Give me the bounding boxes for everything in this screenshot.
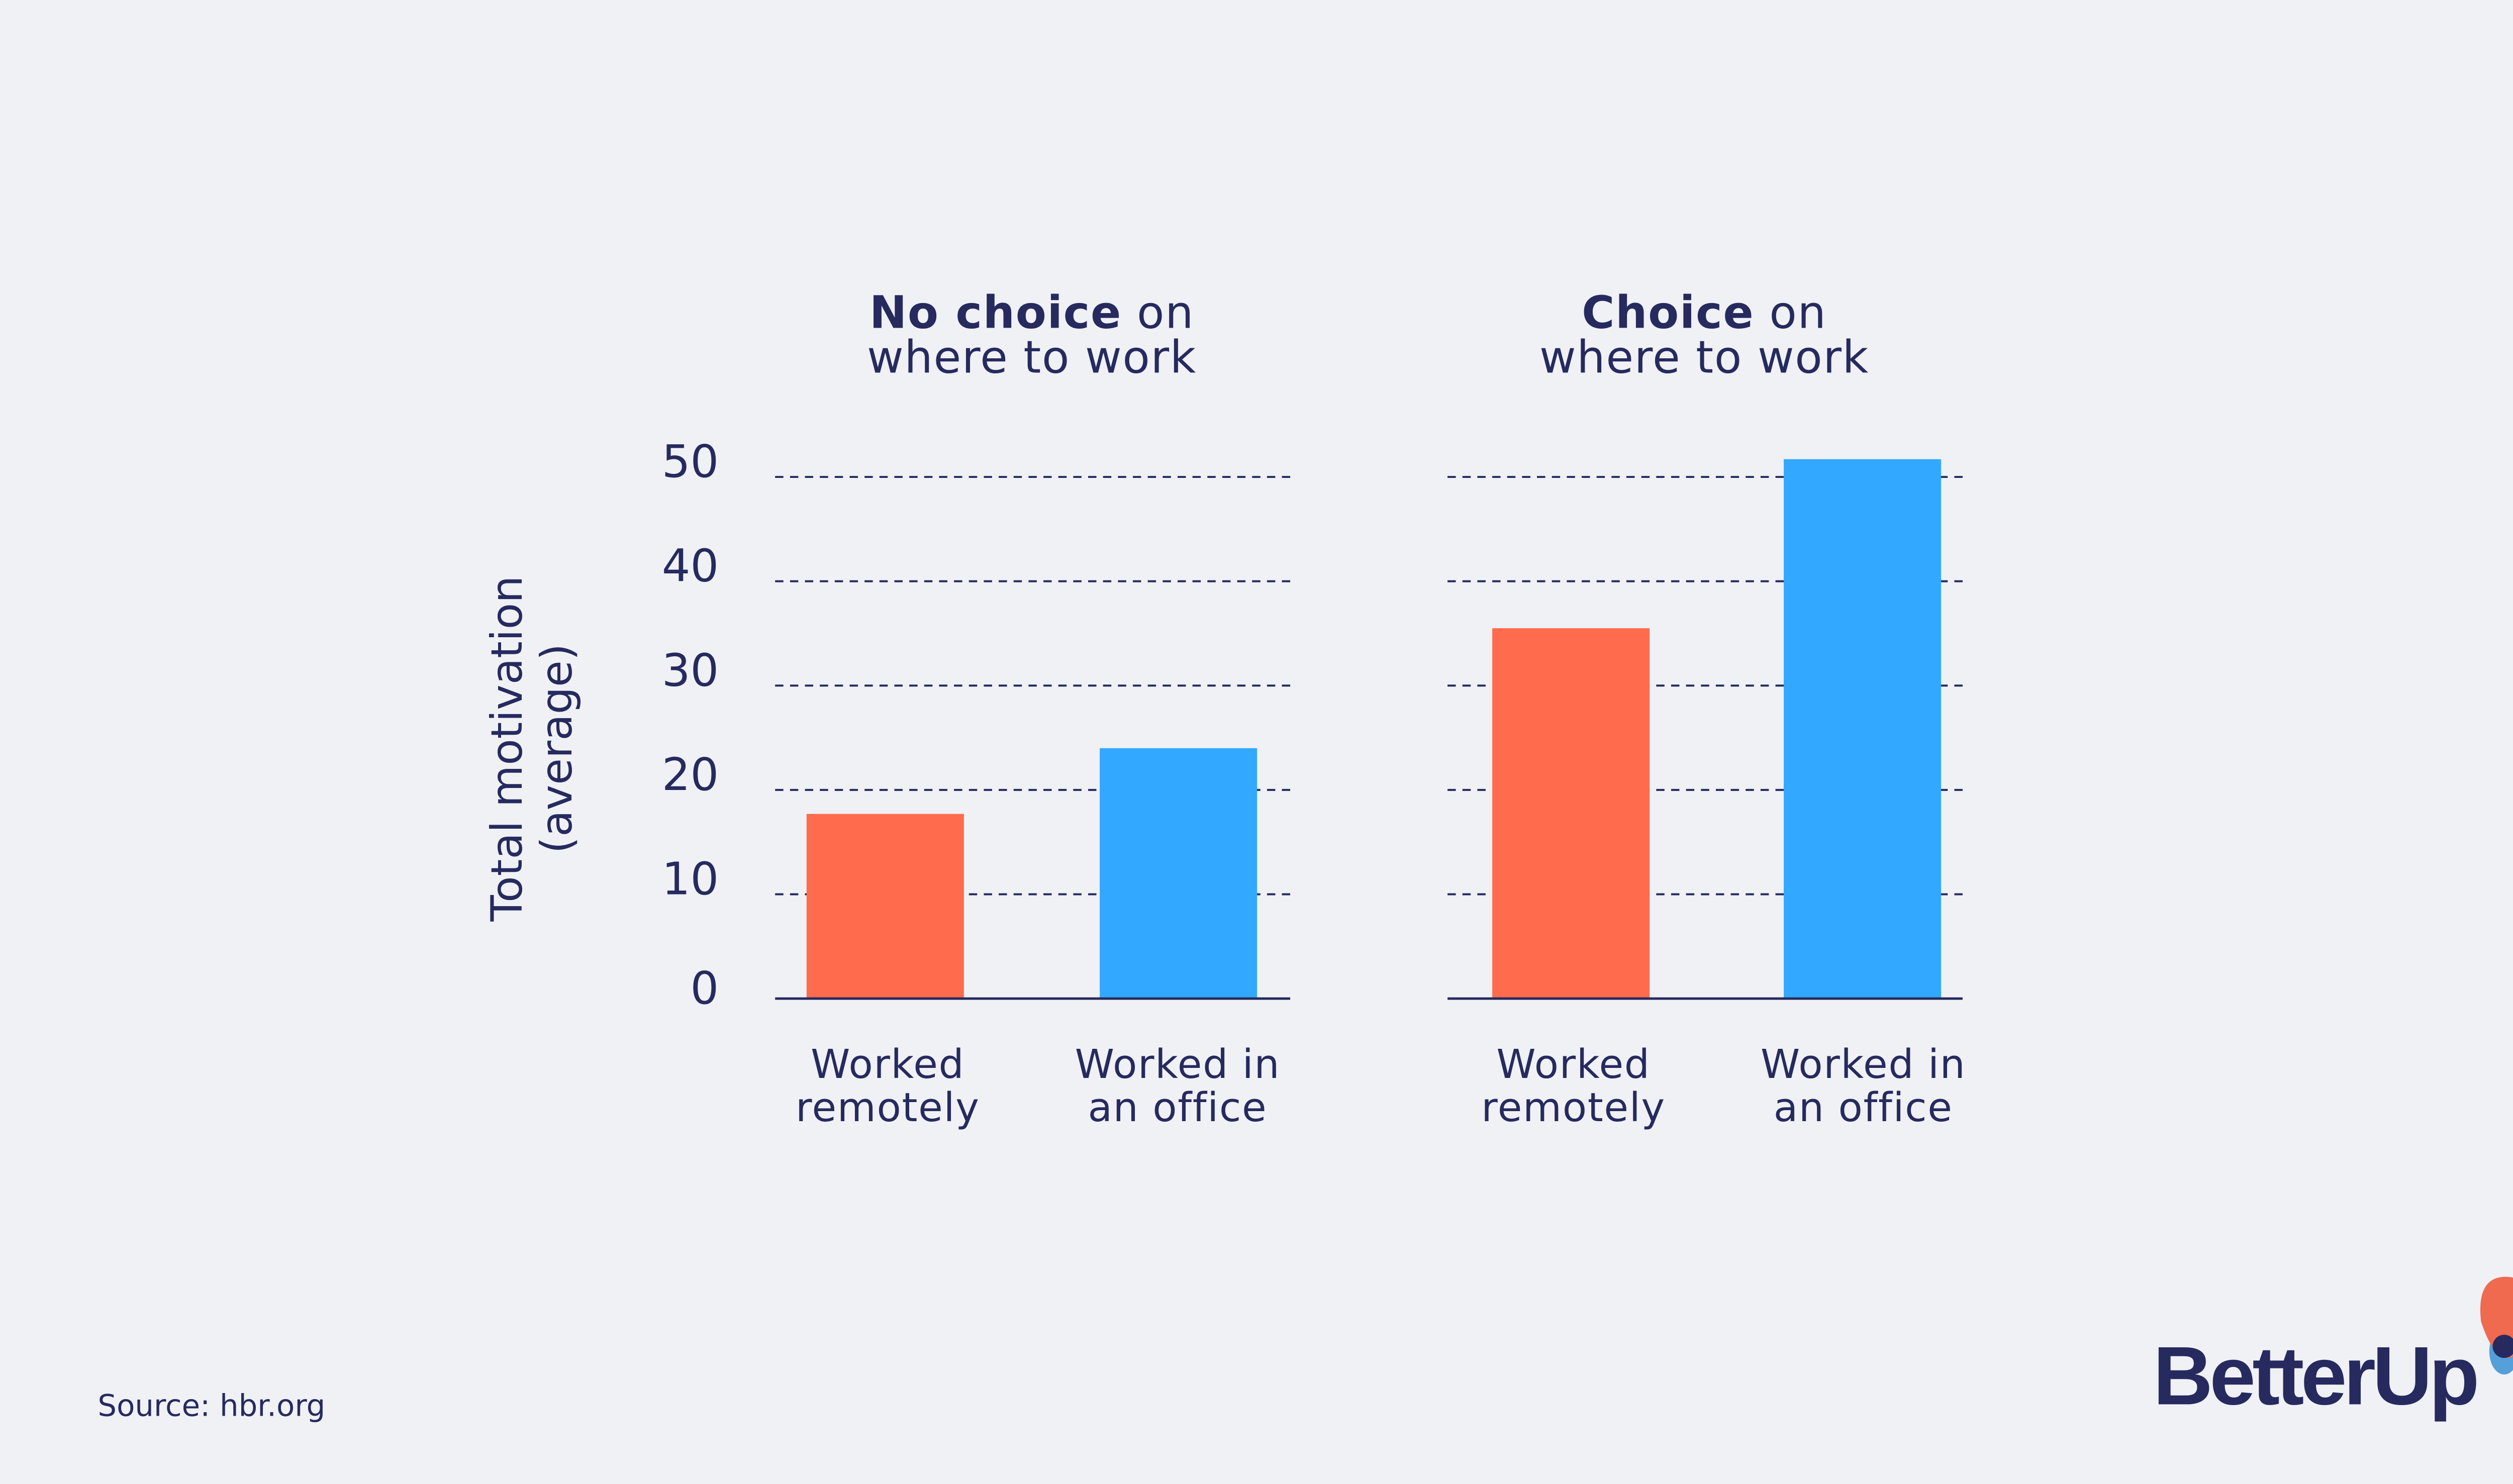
y-tick-label: 10 xyxy=(661,854,719,906)
x-tick-label: Worked in an office xyxy=(1012,1043,1343,1129)
chart-title-right: Choice on where to work xyxy=(1373,291,2036,381)
x-tick-line: Worked xyxy=(1496,1041,1651,1089)
x-tick-line: Worked xyxy=(811,1041,965,1089)
bar-worked-remotely xyxy=(1492,628,1650,999)
x-tick-line: remotely xyxy=(796,1084,980,1131)
title-bold: Choice xyxy=(1582,288,1755,340)
source-note: Source: hbr.org xyxy=(98,1389,326,1424)
bar-worked-in-office xyxy=(1100,748,1258,999)
x-tick-line: remotely xyxy=(1481,1084,1666,1131)
x-tick-line: Worked in xyxy=(1761,1041,1966,1089)
y-tick-label: 20 xyxy=(661,750,719,802)
logo-overlap xyxy=(2492,1335,2513,1358)
x-tick-line: an office xyxy=(1088,1084,1268,1131)
betterup-logo: BetterUp xyxy=(2150,1272,2513,1438)
y-axis-label: Total motivation (average) xyxy=(484,500,583,997)
title-line2: where to work xyxy=(866,333,1197,384)
logo-wordmark: BetterUp xyxy=(2153,1329,2476,1422)
x-tick-label: Worked in an office xyxy=(1698,1043,2029,1129)
x-tick-label: Worked remotely xyxy=(722,1043,1053,1129)
y-axis-label-line1: Total motivation xyxy=(484,575,534,922)
y-tick-label: 0 xyxy=(690,963,719,1016)
title-bold: No choice xyxy=(869,288,1122,340)
y-tick-label: 50 xyxy=(661,437,719,489)
title-rest: on xyxy=(1122,288,1195,340)
title-rest: on xyxy=(1754,288,1827,340)
x-tick-line: Worked in xyxy=(1075,1041,1281,1089)
chart-title-left: No choice on where to work xyxy=(701,291,1363,381)
y-tick-label: 40 xyxy=(661,541,719,593)
x-tick-label: Worked remotely xyxy=(1408,1043,1739,1129)
title-line2: where to work xyxy=(1539,333,1869,384)
y-tick-label: 30 xyxy=(661,646,719,698)
y-axis-label-line2: (average) xyxy=(533,643,583,854)
x-tick-line: an office xyxy=(1773,1084,1953,1131)
bar-worked-remotely xyxy=(806,814,964,999)
bar-worked-in-office xyxy=(1784,459,1942,999)
